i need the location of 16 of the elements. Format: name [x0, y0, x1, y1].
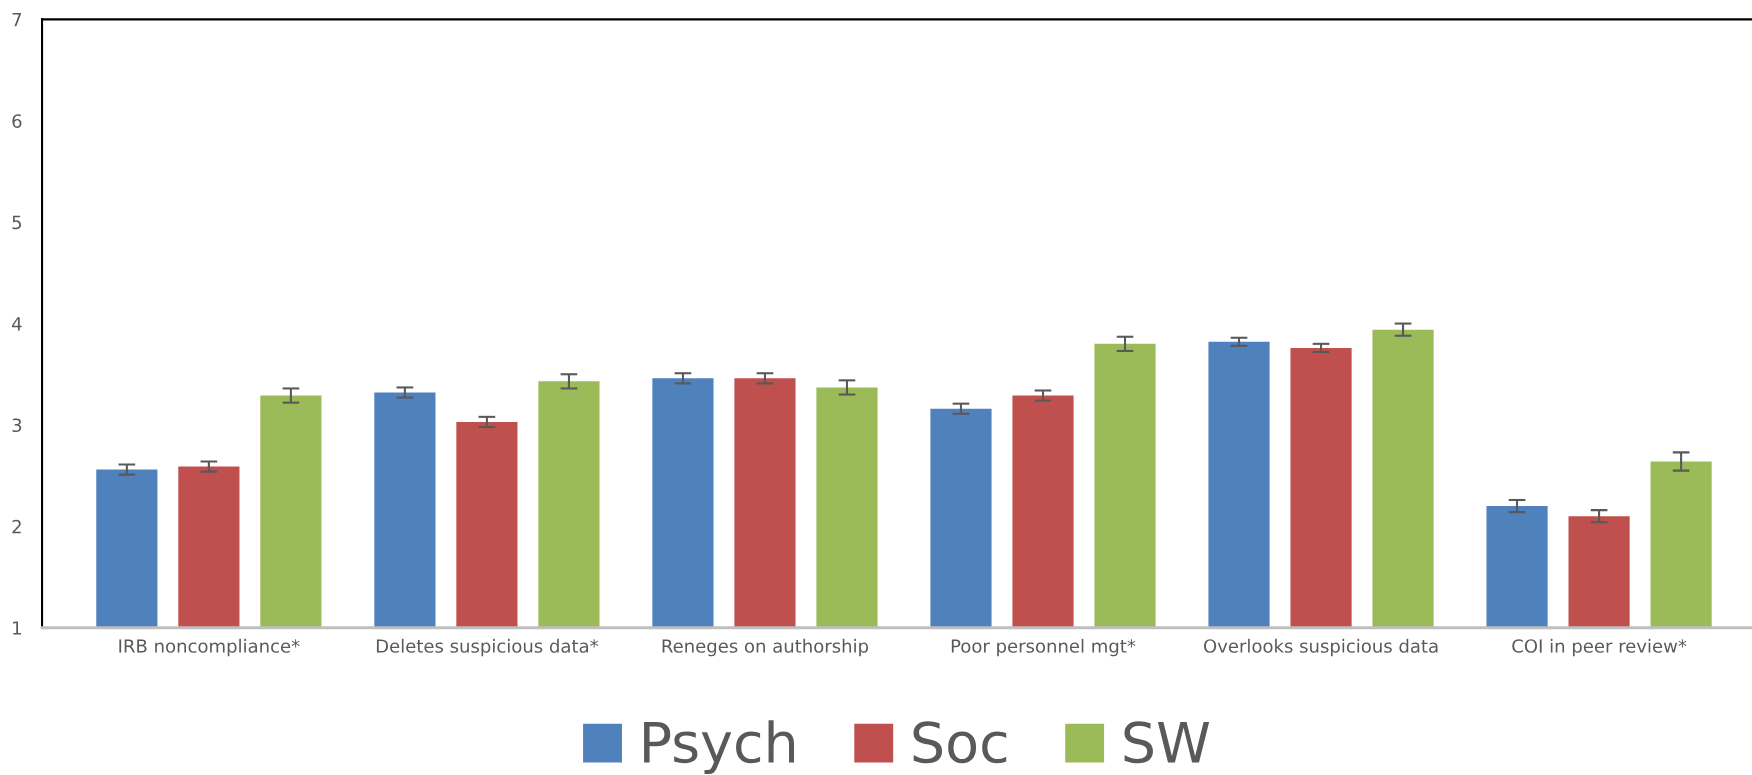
x-tick-label: Poor personnel mgt* — [951, 638, 1136, 657]
legend-label: SW — [1124, 721, 1210, 764]
legend-label: Soc — [913, 721, 1007, 764]
x-tick-label: Deletes suspicious data* — [376, 638, 599, 657]
y-tick-label: 6 — [12, 114, 22, 128]
x-tick-label: Overlooks suspicious data — [1203, 638, 1438, 657]
y-tick-label: 2 — [12, 519, 21, 534]
y-tick-label: 7 — [12, 13, 22, 27]
x-tick-label: IRB noncompliance* — [119, 638, 300, 657]
y-tick-label: 1 — [13, 621, 21, 635]
legend-label: Psych — [644, 720, 795, 775]
y-tick-label: 5 — [12, 215, 22, 230]
y-tick-label: 4 — [12, 317, 22, 331]
x-tick-label: Reneges on authorship — [662, 638, 869, 657]
x-tick-label: COI in peer review* — [1512, 638, 1687, 657]
y-tick-label: 3 — [12, 418, 22, 433]
